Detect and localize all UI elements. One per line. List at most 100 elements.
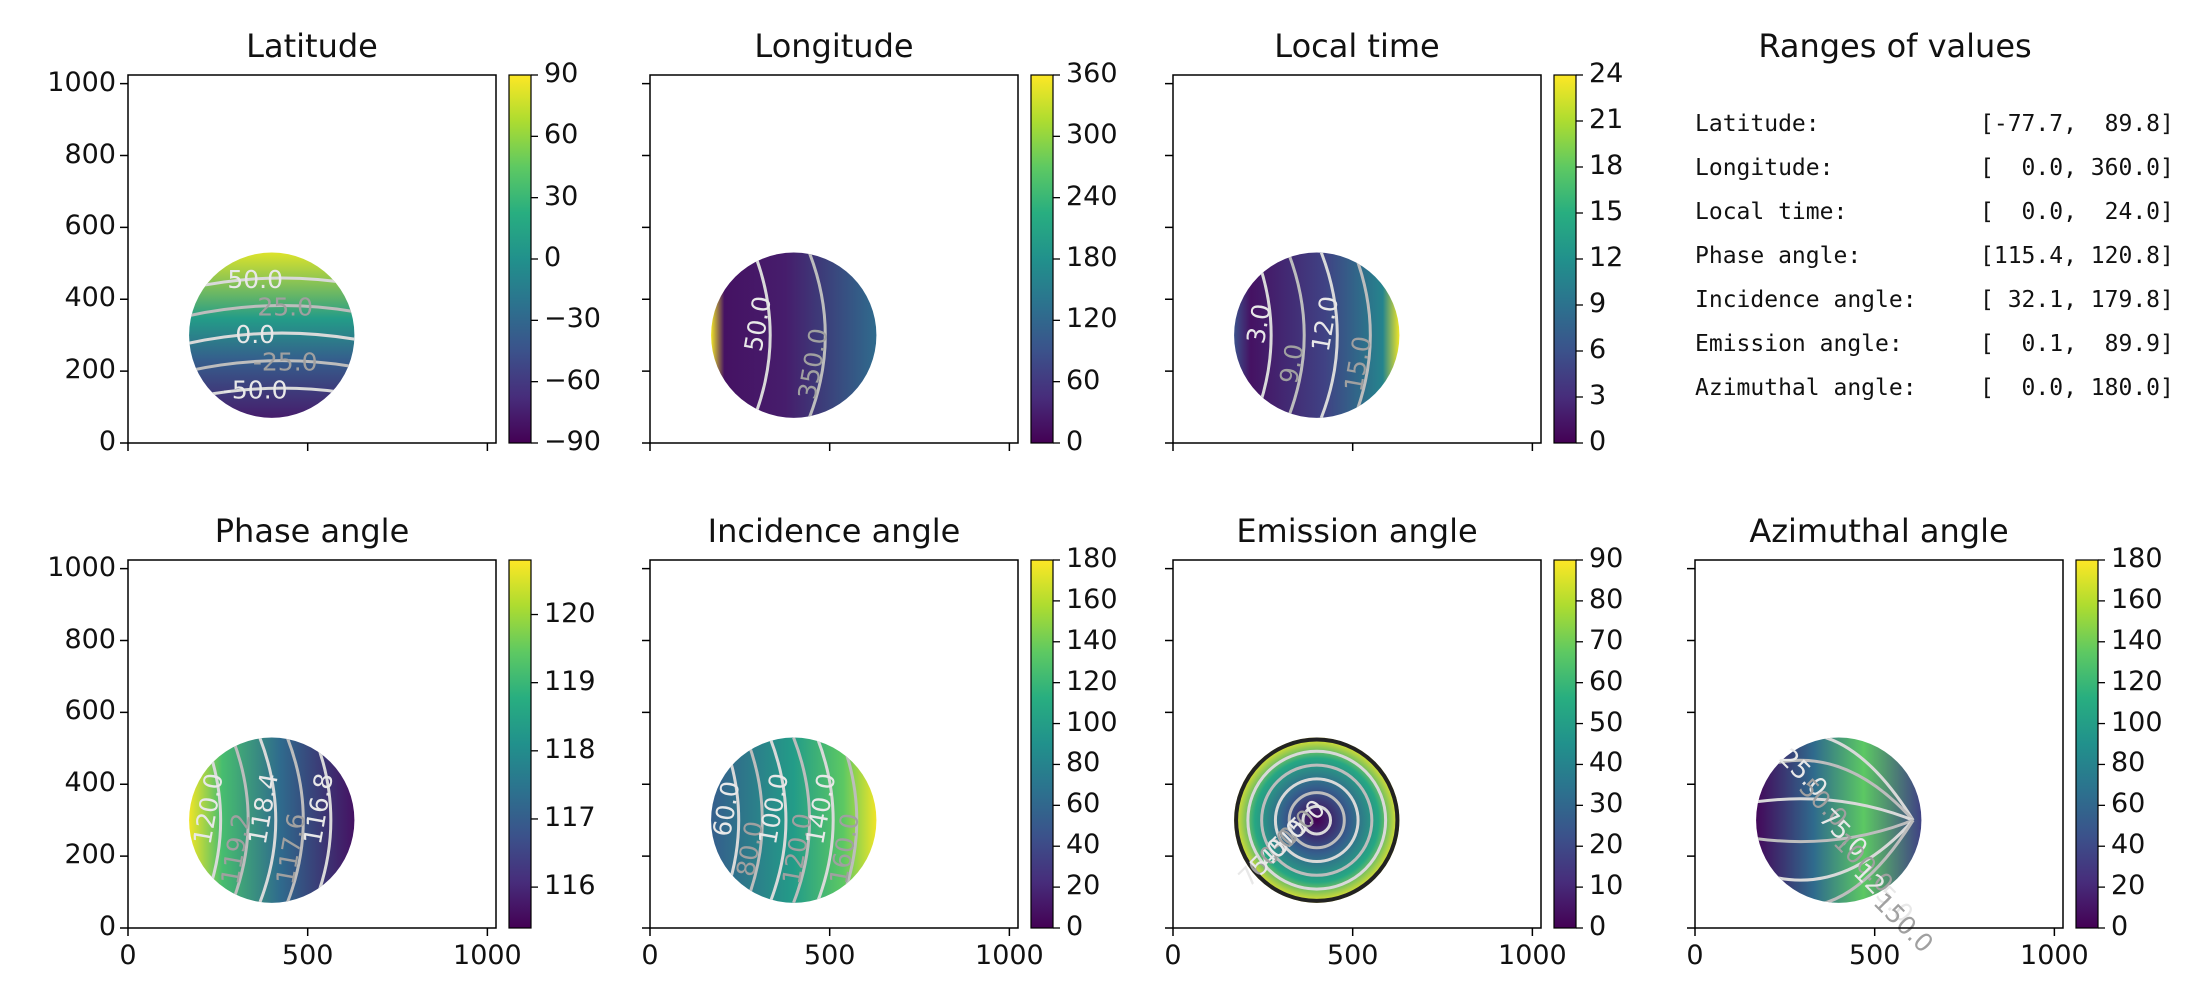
x-tick-label: 1000 <box>2020 940 2089 971</box>
colorbar <box>1030 74 1060 444</box>
colorbar-tick-label: 80 <box>1066 747 1101 779</box>
contour-line <box>744 737 764 903</box>
colorbar-tick-label: 300 <box>1066 119 1118 151</box>
contour-line <box>815 737 835 903</box>
colorbar <box>1553 74 1583 444</box>
contour-line <box>189 304 355 318</box>
colorbar-tick-label: 40 <box>2111 829 2146 861</box>
contour-ring <box>1234 737 1400 903</box>
contour-line <box>792 737 812 903</box>
colorbar-tick-label: 30 <box>544 180 579 212</box>
planet-disk <box>189 737 355 903</box>
colorbar-tick-label: 30 <box>1589 788 1624 820</box>
range-value: [-77.7, 89.8] <box>1980 111 2174 137</box>
colorbar-tick-label: 140 <box>1066 624 1118 656</box>
colorbar-tick-label: 120 <box>1066 665 1118 697</box>
colorbar-tick-label: 160 <box>1066 583 1118 615</box>
contour-line <box>1286 252 1306 418</box>
contour-line <box>1319 252 1339 418</box>
contour-line <box>1287 791 1346 850</box>
colorbar-gradient <box>1030 559 1054 929</box>
colorbar-tick-label: 21 <box>1589 104 1624 135</box>
range-label: Azimuthal angle: <box>1695 375 1917 401</box>
colorbar-tick-label: 100 <box>1066 706 1118 738</box>
panel-title: Incidence angle <box>707 512 961 550</box>
panel-title: Latitude <box>246 27 378 65</box>
y-tick-label: 200 <box>64 354 116 386</box>
contour-line <box>1260 763 1374 877</box>
colorbar-tick-label: 60 <box>1066 364 1101 396</box>
contour-line <box>189 331 355 345</box>
axes-frame <box>649 559 1019 929</box>
contour-label: 0.0 <box>235 320 275 349</box>
y-tick-label: 600 <box>64 695 116 727</box>
colorbar-tick-label: 180 <box>1066 242 1118 273</box>
colorbar-tick-label: 9 <box>1589 288 1607 319</box>
x-tick-label: 0 <box>1164 940 1182 971</box>
colorbar-tick-label: 0 <box>1589 911 1607 942</box>
colorbar-tick-label: 20 <box>1066 870 1101 902</box>
range-label: Longitude: <box>1695 155 1834 181</box>
planet-disk <box>711 252 877 418</box>
colorbar-tick-label: 10 <box>1589 870 1624 902</box>
colorbar-tick-label: 80 <box>2111 747 2146 779</box>
contour-line <box>1273 777 1360 864</box>
y-tick-label: 400 <box>64 282 116 314</box>
panel-title: Phase angle <box>214 512 410 550</box>
colorbar-tick-label: 120 <box>1066 303 1118 335</box>
y-tick-label: 800 <box>64 138 116 170</box>
contour-line <box>1756 819 1915 903</box>
colorbar-tick-label: 180 <box>2111 543 2163 574</box>
axes-frame <box>1172 559 1542 929</box>
y-tick-label: 0 <box>98 426 116 457</box>
colorbar-tick-label: 20 <box>2111 870 2146 902</box>
x-tick-label: 1000 <box>975 940 1044 971</box>
colorbar-tick-label: 40 <box>1066 829 1101 861</box>
contour-line <box>313 737 333 903</box>
colorbar-tick-label: −90 <box>544 426 601 457</box>
planet-disk <box>1234 737 1400 903</box>
colorbar-tick-label: 90 <box>544 58 579 89</box>
panel-title: Azimuthal angle <box>1749 512 2009 550</box>
colorbar-tick-label: 24 <box>1589 58 1624 89</box>
x-tick-label: 0 <box>641 940 659 971</box>
axes-frame <box>127 74 497 444</box>
y-tick-label: 600 <box>64 210 116 242</box>
x-tick-label: 500 <box>281 940 334 971</box>
ranges-title: Ranges of values <box>1758 27 2032 65</box>
colorbar-tick-label: 160 <box>2111 583 2163 615</box>
colorbar-gradient <box>508 559 532 929</box>
colorbar-tick-label: 6 <box>1589 334 1607 365</box>
range-label: Local time: <box>1695 199 1848 225</box>
contour-line <box>1756 797 1914 822</box>
axes-frame <box>1694 559 2064 929</box>
y-tick-label: 800 <box>64 623 116 655</box>
colorbar-tick-label: 0 <box>544 242 562 273</box>
panel-title: Emission angle <box>1236 512 1478 550</box>
y-tick-label: 400 <box>64 767 116 799</box>
range-value: [ 0.0, 180.0] <box>1980 375 2174 401</box>
range-label: Phase angle: <box>1695 243 1862 269</box>
colorbar-tick-label: 117 <box>544 801 596 833</box>
contour-line <box>807 252 827 418</box>
colorbar-tick-label: 119 <box>544 665 596 697</box>
y-tick-label: 1000 <box>47 66 116 98</box>
y-tick-label: 0 <box>98 911 116 942</box>
colorbar-tick-label: 80 <box>1589 583 1624 615</box>
colorbar-tick-label: 90 <box>1589 543 1624 574</box>
colorbar-tick-label: 20 <box>1589 829 1624 861</box>
planet-disk <box>1234 252 1400 418</box>
heatmap-axes: 15.030.045.060.075.0 <box>1165 559 1542 936</box>
range-value: [ 0.0, 24.0] <box>1980 199 2174 225</box>
colorbar-tick-label: 240 <box>1066 180 1118 212</box>
planet-disk <box>711 737 877 903</box>
contour-line <box>752 252 772 418</box>
range-label: Emission angle: <box>1695 331 1903 357</box>
colorbar-gradient <box>2075 559 2099 929</box>
colorbar-tick-label: 100 <box>2111 706 2163 738</box>
contour-line <box>258 737 278 903</box>
colorbar-tick-label: 12 <box>1589 242 1624 273</box>
colorbar <box>508 559 538 929</box>
